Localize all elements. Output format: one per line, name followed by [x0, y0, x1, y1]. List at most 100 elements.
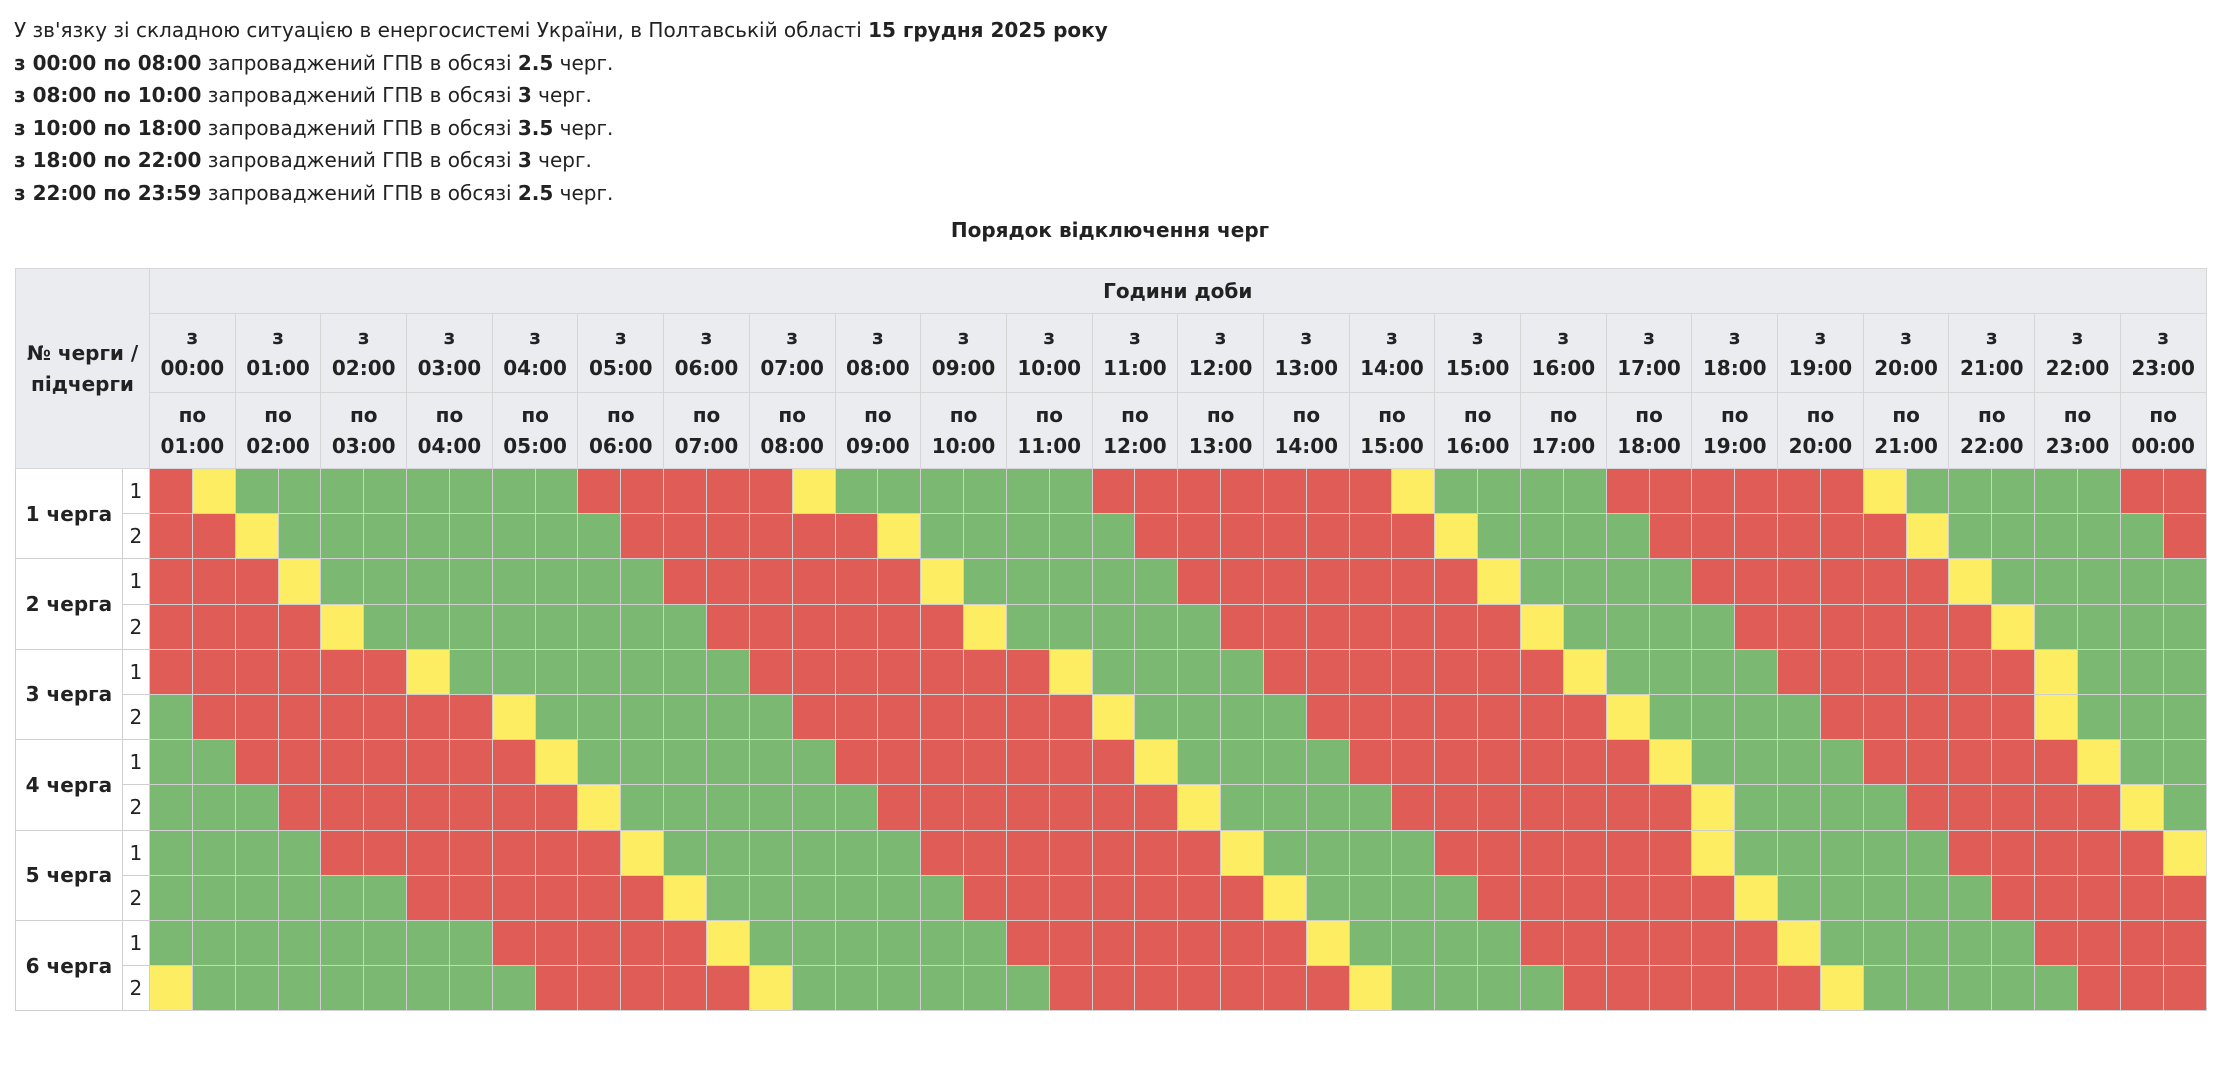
- hour-to: 12:00: [1103, 433, 1167, 458]
- slot-possible-outage: [1348, 965, 1393, 1012]
- slot-outage: [1262, 648, 1307, 695]
- slot-power-on: [1520, 558, 1564, 605]
- slot-power-on: [277, 874, 322, 921]
- hour-from: 03:00: [417, 356, 482, 380]
- hour-from: 09:00: [931, 356, 996, 380]
- slot-power-on: [834, 919, 879, 967]
- slot-power-on: [963, 558, 1007, 605]
- slot-outage: [491, 874, 536, 921]
- slot-outage: [1905, 739, 1950, 786]
- queue-label: 1 черга: [15, 467, 123, 560]
- time-range: з 08:00 по 10:00: [14, 83, 202, 108]
- slot-power-on: [1091, 558, 1136, 605]
- slot-outage: [1991, 874, 2036, 921]
- queue-label: 4 черга: [15, 739, 123, 831]
- slot-outage: [1177, 829, 1222, 876]
- slot-power-on: [1691, 648, 1736, 695]
- from-word: з: [443, 325, 456, 349]
- slot-power-on: [620, 558, 665, 605]
- slot-power-on: [2076, 693, 2121, 741]
- slot-outage: [1905, 558, 1950, 605]
- table-row: 2: [16, 603, 2207, 650]
- slot-outage: [149, 603, 193, 650]
- slot-outage: [1048, 965, 1093, 1012]
- slot-outage: [1434, 739, 1479, 786]
- from-word: з: [1814, 325, 1827, 349]
- slot-outage: [191, 558, 236, 605]
- from-word: з: [786, 325, 798, 349]
- slot-outage: [1305, 513, 1350, 560]
- slot-outage: [1348, 739, 1393, 786]
- slot-outage: [748, 513, 793, 560]
- hour-from-header: з 14:00: [1348, 313, 1436, 393]
- slot-possible-outage: [1562, 648, 1607, 695]
- slot-outage: [277, 648, 322, 695]
- slot-outage: [663, 919, 707, 967]
- hour-from-header: з 15:00: [1434, 313, 1521, 393]
- slot-outage: [834, 693, 879, 741]
- from-word: з: [872, 325, 884, 349]
- from-word: з: [1728, 325, 1741, 349]
- from-word: з: [1300, 325, 1313, 349]
- slot-outage: [1734, 603, 1779, 650]
- slot-power-on: [1048, 558, 1093, 605]
- slot-outage: [1520, 919, 1564, 967]
- slot-outage: [2162, 513, 2207, 560]
- slot-power-on: [1862, 965, 1907, 1012]
- slot-outage: [1862, 513, 1907, 560]
- slot-power-on: [1048, 467, 1093, 515]
- slot-possible-outage: [149, 965, 193, 1012]
- slot-power-on: [448, 513, 493, 560]
- hour-to: 18:00: [1617, 433, 1681, 458]
- slot-outage: [491, 784, 536, 831]
- slot-power-on: [1134, 558, 1179, 605]
- slot-outage: [2162, 467, 2207, 515]
- slot-outage: [1391, 784, 1436, 831]
- slot-power-on: [491, 467, 536, 515]
- to-word: по: [1549, 402, 1578, 427]
- slot-power-on: [2162, 558, 2207, 605]
- subqueue-label: 2: [121, 693, 151, 741]
- slot-power-on: [577, 739, 622, 786]
- intro-date: 15 грудня 2025 року: [868, 18, 1108, 42]
- slot-outage: [748, 648, 793, 695]
- slot-power-on: [1734, 784, 1779, 831]
- slot-outage: [2119, 829, 2164, 876]
- slot-power-on: [791, 739, 836, 786]
- slot-power-on: [1777, 784, 1821, 831]
- table-title: Порядок відключення черг: [950, 218, 1270, 242]
- slot-outage: [1005, 784, 1050, 831]
- slot-outage: [1220, 467, 1264, 515]
- subqueue-label: 2: [121, 513, 151, 560]
- slot-possible-outage: [1691, 829, 1736, 876]
- slot-power-on: [1562, 513, 1607, 560]
- slot-power-on: [834, 784, 879, 831]
- slot-power-on: [834, 829, 879, 876]
- slot-outage: [1777, 558, 1821, 605]
- slot-power-on: [2034, 513, 2078, 560]
- slot-power-on: [363, 919, 408, 967]
- slot-outage: [1905, 693, 1950, 741]
- slot-outage: [705, 603, 750, 650]
- line-suffix: черг.: [531, 148, 592, 173]
- slot-outage: [1991, 693, 2036, 741]
- slot-outage: [2119, 919, 2164, 967]
- slot-outage: [1348, 467, 1393, 515]
- slot-possible-outage: [1220, 829, 1264, 876]
- hour-to-header: по 23:00: [2034, 392, 2121, 469]
- to-word: по: [349, 402, 378, 427]
- queue-amount: 3.5: [517, 115, 554, 140]
- table-row: 3 черга 1: [15, 648, 2207, 741]
- slot-outage: [1305, 467, 1350, 515]
- slot-power-on: [234, 467, 279, 515]
- slot-power-on: [748, 784, 793, 831]
- slot-power-on: [491, 648, 536, 695]
- slot-outage: [1005, 648, 1050, 695]
- time-range: з 10:00 по 18:00: [14, 115, 202, 140]
- queue-label: 2 черга: [15, 558, 123, 650]
- slot-power-on: [1134, 603, 1179, 650]
- slot-outage: [2162, 919, 2207, 967]
- slot-power-on: [748, 919, 793, 967]
- hour-from-header: з 23:00: [2119, 313, 2207, 393]
- slot-outage: [1477, 739, 1521, 786]
